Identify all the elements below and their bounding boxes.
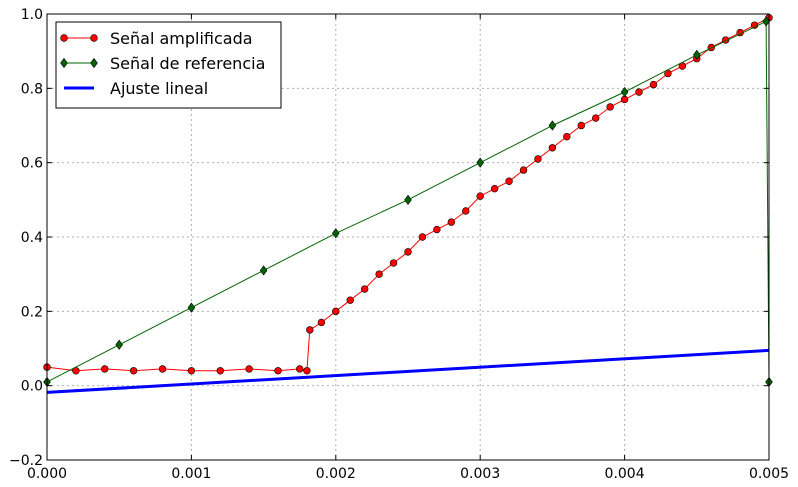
axis-ticks: 0.000 0.001 0.002 0.003 0.004 0.005 −0.2 0.0 0.2… bbox=[9, 7, 789, 482]
series-2 bbox=[46, 348, 770, 394]
legend-label: Señal de referencia bbox=[110, 54, 265, 73]
legend-entry: Señal amplificada bbox=[60, 29, 253, 48]
y-tick-label: 0.0 bbox=[21, 379, 43, 395]
data-point bbox=[274, 367, 282, 375]
data-point bbox=[693, 49, 701, 60]
y-tick-label: 1.0 bbox=[21, 7, 43, 23]
x-tick-label: 0.005 bbox=[749, 466, 789, 482]
legend-entry: Señal de referencia bbox=[60, 54, 265, 73]
data-point bbox=[332, 228, 340, 239]
x-tick-label: 0.004 bbox=[605, 466, 645, 482]
data-point bbox=[404, 248, 412, 256]
legend-marker bbox=[90, 34, 98, 42]
data-point bbox=[187, 367, 196, 375]
data-point bbox=[259, 265, 268, 276]
data-point bbox=[462, 207, 470, 215]
data-point bbox=[548, 120, 557, 131]
data-point bbox=[245, 365, 253, 373]
data-point bbox=[762, 16, 770, 27]
legend-entry: Ajuste lineal bbox=[64, 79, 208, 98]
data-point bbox=[418, 233, 427, 241]
x-tick-label: 0.001 bbox=[171, 466, 211, 482]
data-point bbox=[534, 155, 542, 163]
y-tick-label: 0.8 bbox=[21, 81, 43, 97]
data-point bbox=[346, 296, 354, 304]
data-point bbox=[332, 307, 340, 316]
series-layer bbox=[43, 14, 773, 394]
x-tick-label: 0.002 bbox=[316, 466, 356, 482]
y-tick-label: −0.2 bbox=[9, 453, 43, 469]
data-point bbox=[101, 365, 109, 373]
data-point bbox=[158, 365, 167, 373]
data-point bbox=[360, 285, 369, 293]
y-tick-label: 0.4 bbox=[21, 230, 43, 246]
y-tick-label: 0.2 bbox=[21, 304, 43, 320]
legend-label: Ajuste lineal bbox=[110, 79, 208, 98]
legend-marker bbox=[60, 57, 68, 69]
data-point bbox=[404, 194, 412, 205]
data-point bbox=[519, 166, 528, 174]
data-point bbox=[548, 144, 557, 152]
data-point bbox=[577, 121, 585, 130]
series-line bbox=[46, 348, 770, 394]
data-point bbox=[649, 80, 658, 89]
data-point bbox=[476, 192, 484, 200]
data-point bbox=[375, 270, 383, 278]
data-point bbox=[187, 302, 196, 313]
series-0 bbox=[43, 14, 773, 375]
x-tick-label: 0.000 bbox=[27, 466, 67, 482]
y-tick-label: 0.6 bbox=[21, 156, 43, 172]
data-point bbox=[635, 88, 643, 96]
data-point bbox=[317, 318, 326, 327]
data-point bbox=[620, 86, 629, 98]
data-point bbox=[306, 326, 314, 334]
data-point bbox=[606, 103, 614, 111]
series-1 bbox=[43, 16, 773, 388]
data-point bbox=[505, 177, 513, 185]
data-point bbox=[303, 367, 311, 375]
data-point bbox=[476, 157, 484, 168]
data-point bbox=[129, 367, 138, 375]
x-tick-label: 0.003 bbox=[460, 466, 500, 482]
data-point bbox=[389, 259, 398, 267]
data-point bbox=[296, 365, 304, 373]
data-point bbox=[490, 184, 499, 193]
legend-label: Señal amplificada bbox=[110, 29, 253, 48]
legend-marker bbox=[60, 34, 68, 42]
data-point bbox=[216, 367, 224, 375]
series-line bbox=[46, 20, 770, 383]
data-point bbox=[115, 339, 123, 350]
data-point bbox=[447, 218, 456, 226]
data-point bbox=[433, 225, 441, 234]
data-point bbox=[592, 114, 600, 122]
data-point bbox=[563, 132, 571, 141]
legend: Señal amplificada Señal de referencia Ajus… bbox=[55, 21, 282, 109]
legend-marker bbox=[90, 57, 98, 69]
